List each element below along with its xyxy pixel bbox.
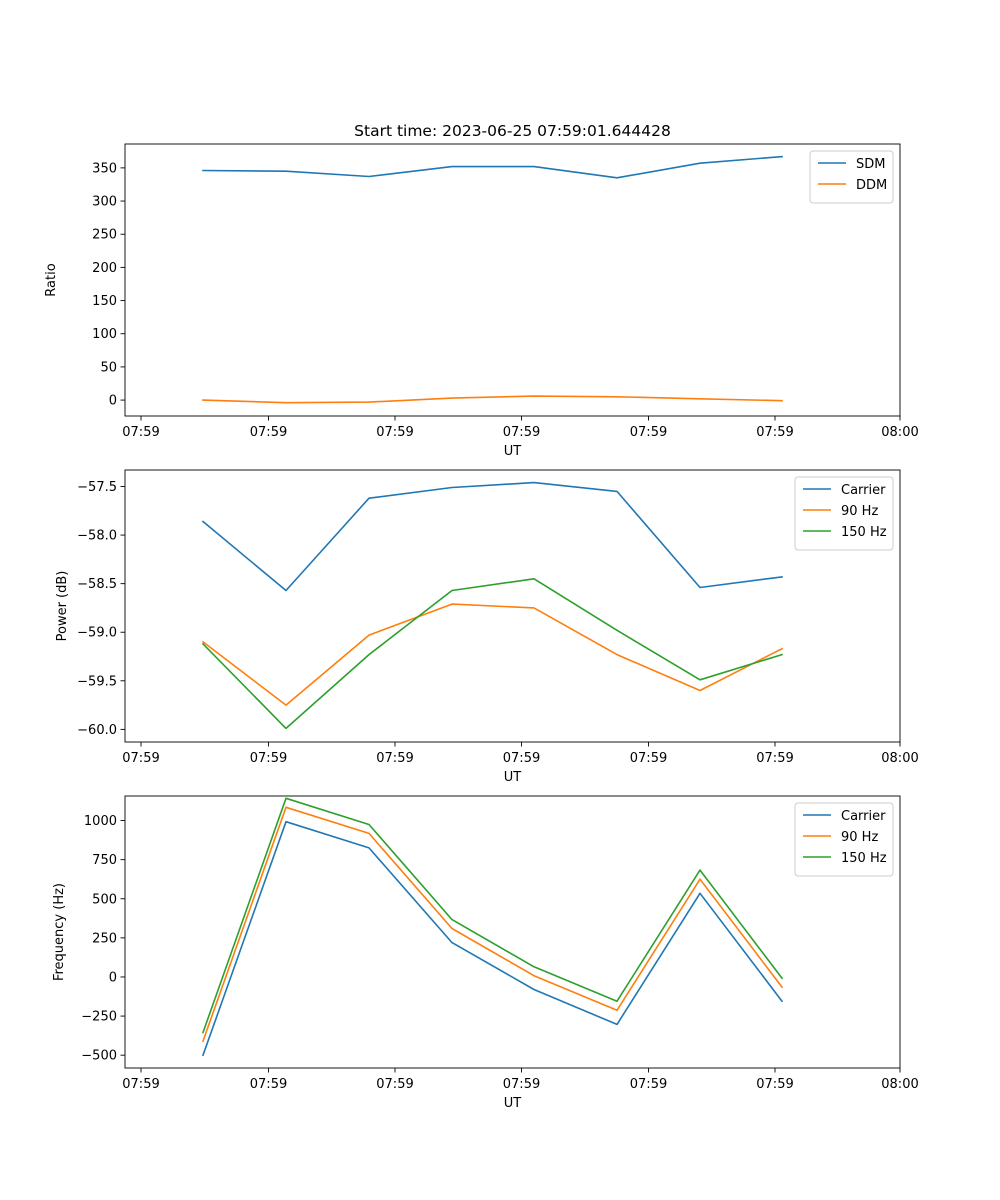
x-tick-label: 07:59 xyxy=(376,425,413,440)
figure-title: Start time: 2023-06-25 07:59:01.644428 xyxy=(354,122,671,140)
series-line-carrier xyxy=(201,481,783,592)
x-axis-label: UT xyxy=(504,1096,522,1111)
legend-label: Carrier xyxy=(841,809,886,824)
y-tick-label: 350 xyxy=(92,161,117,176)
x-axis-label: UT xyxy=(504,444,522,459)
panel-3: 07:59 07:59 07:59 07:59 07:59 07:59 08:00 −500 −… xyxy=(52,795,919,1111)
y-tick-label: 1000 xyxy=(84,814,117,829)
x-tick-label: 07:59 xyxy=(250,1077,287,1092)
x-tick-label: 07:59 xyxy=(630,425,667,440)
series-line-carrier xyxy=(201,820,784,1057)
y-tick-label: 250 xyxy=(92,931,117,946)
axes-frame xyxy=(124,795,901,1069)
series-line-150-hz xyxy=(201,797,784,1034)
legend-label: Carrier xyxy=(841,483,886,498)
x-tick-label: 07:59 xyxy=(503,751,540,766)
axes-frame xyxy=(124,143,901,417)
x-axis-label: UT xyxy=(504,770,522,785)
y-tick-label: 500 xyxy=(92,892,117,907)
y-axis-label: Power (dB) xyxy=(55,571,70,642)
y-tick-label: −250 xyxy=(81,1010,117,1025)
x-tick-label: 07:59 xyxy=(376,1077,413,1092)
legend-label: 150 Hz xyxy=(841,525,887,540)
series-line-ddm xyxy=(202,395,783,404)
legend-label: 90 Hz xyxy=(841,830,878,845)
y-tick-label: −59.5 xyxy=(77,674,117,689)
x-tick-label: 07:59 xyxy=(250,425,287,440)
x-tick-label: 07:59 xyxy=(756,1077,793,1092)
y-tick-label: 750 xyxy=(92,853,117,868)
x-tick-label: 07:59 xyxy=(250,751,287,766)
y-tick-label: −58.0 xyxy=(77,529,117,544)
series-line-150-hz xyxy=(201,577,783,730)
x-tick-label: 07:59 xyxy=(503,1077,540,1092)
legend-label: SDM xyxy=(856,157,885,172)
x-tick-label: 08:00 xyxy=(881,425,918,440)
y-tick-label: 300 xyxy=(92,195,117,210)
series-line-90-hz xyxy=(201,806,784,1043)
x-tick-label: 07:59 xyxy=(630,751,667,766)
x-tick-label: 07:59 xyxy=(756,425,793,440)
x-tick-label: 07:59 xyxy=(503,425,540,440)
y-tick-label: −58.5 xyxy=(77,577,117,592)
panel-2: 07:59 07:59 07:59 07:59 07:59 07:59 08:00 −60.0… xyxy=(55,469,919,785)
axes-frame xyxy=(124,469,901,743)
series-line-sdm xyxy=(202,155,783,179)
x-tick-label: 07:59 xyxy=(122,425,159,440)
y-tick-label: −57.5 xyxy=(77,480,117,495)
y-axis-label: Ratio xyxy=(44,263,59,296)
y-tick-label: 0 xyxy=(109,394,117,409)
y-tick-label: 150 xyxy=(92,294,117,309)
series-line-90-hz xyxy=(201,603,784,706)
y-tick-label: −500 xyxy=(81,1049,117,1064)
x-tick-label: 07:59 xyxy=(756,751,793,766)
y-tick-label: 50 xyxy=(100,360,117,375)
legend-label: 90 Hz xyxy=(841,504,878,519)
y-tick-label: −59.0 xyxy=(77,626,117,641)
x-tick-label: 07:59 xyxy=(630,1077,667,1092)
x-tick-label: 07:59 xyxy=(122,1077,159,1092)
y-axis-label: Frequency (Hz) xyxy=(52,883,67,981)
legend-label: 150 Hz xyxy=(841,851,887,866)
y-tick-label: −60.0 xyxy=(77,723,117,738)
x-tick-label: 08:00 xyxy=(881,1077,918,1092)
y-tick-label: 200 xyxy=(92,261,117,276)
panel-1: 07:59 07:59 07:59 07:59 07:59 07:59 08:00 0 50 10… xyxy=(44,143,919,459)
x-tick-label: 08:00 xyxy=(881,751,918,766)
x-tick-label: 07:59 xyxy=(376,751,413,766)
y-tick-label: 100 xyxy=(92,327,117,342)
y-tick-label: 0 xyxy=(109,970,117,985)
y-tick-label: 250 xyxy=(92,228,117,243)
legend-label: DDM xyxy=(856,178,887,193)
x-tick-label: 07:59 xyxy=(122,751,159,766)
legend-box xyxy=(809,150,894,204)
